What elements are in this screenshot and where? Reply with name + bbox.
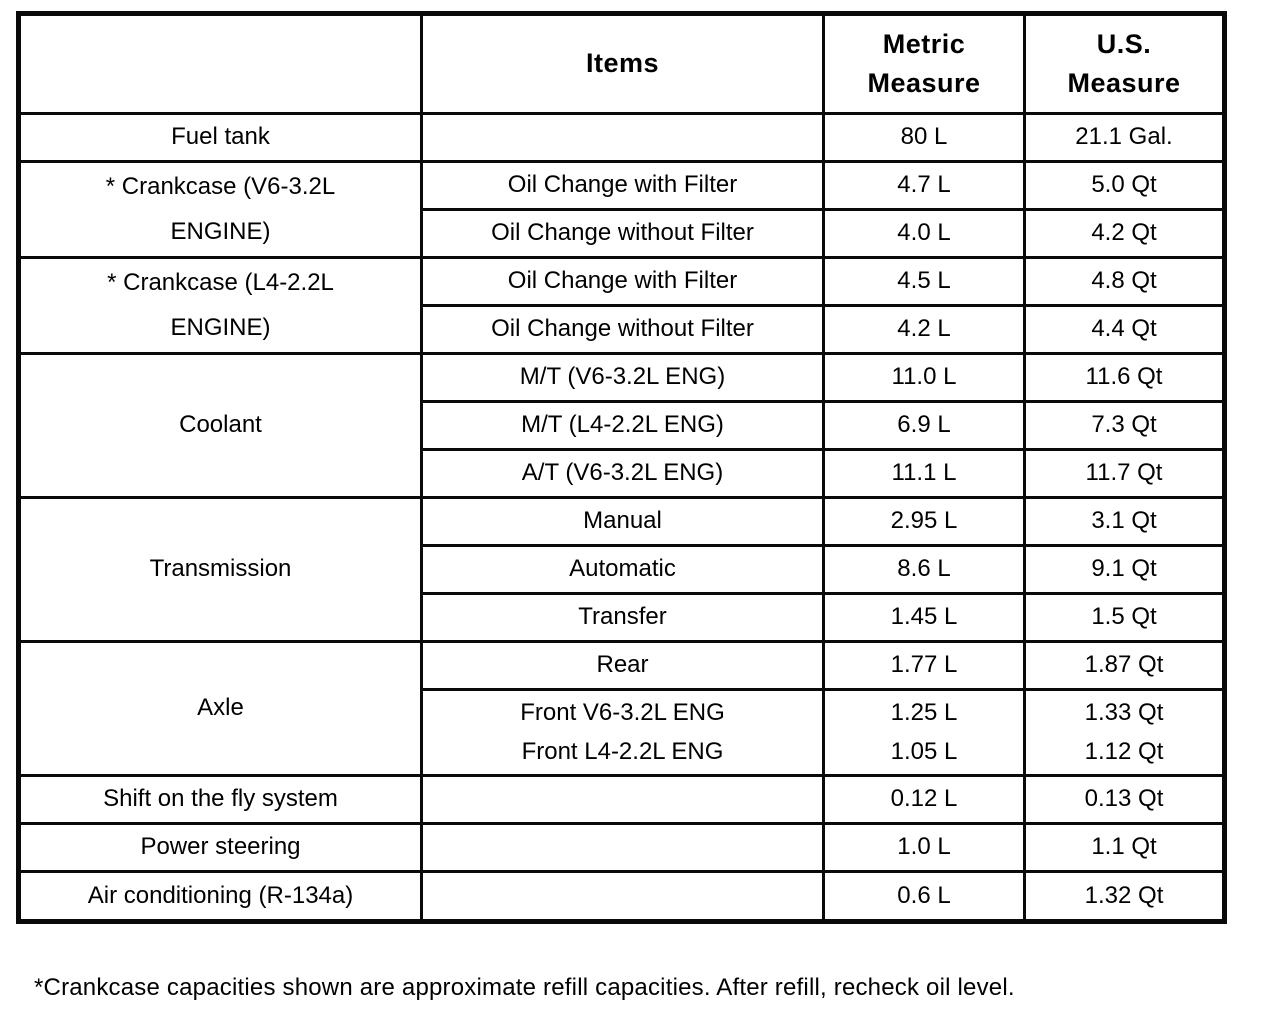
table-cell: 0.13 Qt: [1023, 774, 1226, 825]
table-cell: 1.25 L 1.05 L: [822, 688, 1026, 777]
table-row: A/T (V6-3.2L ENG) 11.1 L 11.7 Qt: [19, 448, 1226, 499]
table-cell: 2.95 L: [822, 496, 1026, 547]
table-cell: 9.1 Qt: [1023, 544, 1226, 595]
table-cell: [420, 112, 825, 163]
table-cell: Rear: [420, 640, 825, 691]
table-cell: * Crankcase (L4-2.2L ENGINE): [17, 256, 423, 355]
capacities-table: Items Metric Measure U.S. Measure Fuel t…: [16, 11, 1227, 924]
table-cell: 4.5 L: [822, 256, 1026, 307]
col-header-us-measure: U.S. Measure: [1023, 12, 1226, 115]
col-header-metric-measure: Metric Measure: [822, 12, 1026, 115]
table-cell: 4.8 Qt: [1023, 256, 1226, 307]
table-cell: 1.45 L: [822, 592, 1026, 643]
table-cell: 5.0 Qt: [1023, 160, 1226, 211]
table-cell: 0.12 L: [822, 774, 1026, 825]
table-cell: Coolant: [17, 352, 423, 499]
table-row: Front V6-3.2L ENG Front L4-2.2L ENG 1.25 …: [19, 688, 1226, 777]
table-row: Transfer 1.45 L 1.5 Qt: [19, 592, 1226, 643]
table-cell: 0.6 L: [822, 870, 1026, 923]
table-cell: 80 L: [822, 112, 1026, 163]
table-cell: 4.4 Qt: [1023, 304, 1226, 355]
table-cell: 11.6 Qt: [1023, 352, 1226, 403]
table-cell: 6.9 L: [822, 400, 1026, 451]
table-cell: 1.1 Qt: [1023, 822, 1226, 873]
table-cell: 1.5 Qt: [1023, 592, 1226, 643]
col-header-item-group: [17, 12, 423, 115]
col-header-items: Items: [420, 12, 825, 115]
table-cell: 1.87 Qt: [1023, 640, 1226, 691]
table-cell: Axle: [17, 640, 423, 777]
table-cell: 21.1 Gal.: [1023, 112, 1226, 163]
table-cell: Transfer: [420, 592, 825, 643]
table-row: Automatic 8.6 L 9.1 Qt: [19, 544, 1226, 595]
table-header-row: Items Metric Measure U.S. Measure: [17, 12, 1226, 115]
table-cell: [420, 822, 825, 873]
table-row: Power steering 1.0 L 1.1 Qt: [17, 822, 1226, 873]
table-cell: 4.2 L: [822, 304, 1026, 355]
table-cell: 11.1 L: [822, 448, 1026, 499]
table-cell: Oil Change without Filter: [420, 208, 825, 259]
table-cell: Shift on the fly system: [17, 774, 423, 825]
table-row: Axle Rear 1.77 L 1.87 Qt: [17, 640, 1226, 777]
table-cell: 8.6 L: [822, 544, 1026, 595]
table-cell: Automatic: [420, 544, 825, 595]
table-row: Air conditioning (R-134a) 0.6 L 1.32 Qt: [17, 870, 1226, 923]
table-cell: M/T (V6-3.2L ENG): [420, 352, 825, 403]
table-cell: 4.2 Qt: [1023, 208, 1226, 259]
table-cell: Front V6-3.2L ENG Front L4-2.2L ENG: [420, 688, 825, 777]
table-cell: 1.0 L: [822, 822, 1026, 873]
table-cell: Transmission: [17, 496, 423, 643]
table-cell: 4.0 L: [822, 208, 1026, 259]
table-row: Fuel tank 80 L 21.1 Gal.: [17, 112, 1226, 163]
table-cell: Fuel tank: [17, 112, 423, 163]
table-row: Transmission Manual 2.95 L 3.1 Qt: [17, 496, 1226, 643]
table-cell: * Crankcase (V6-3.2L ENGINE): [17, 160, 423, 259]
table-cell: 1.32 Qt: [1023, 870, 1226, 923]
table-cell: 11.0 L: [822, 352, 1026, 403]
table-cell: Air conditioning (R-134a): [17, 870, 423, 923]
table-cell: [420, 870, 825, 923]
table-cell: A/T (V6-3.2L ENG): [420, 448, 825, 499]
table-row: Shift on the fly system 0.12 L 0.13 Qt: [17, 774, 1226, 825]
table-cell: Oil Change with Filter: [420, 256, 825, 307]
table-cell: [420, 774, 825, 825]
table-cell: 11.7 Qt: [1023, 448, 1226, 499]
crankcase-footnote: *Crankcase capacities shown are approxim…: [34, 974, 1015, 1001]
table-cell: 7.3 Qt: [1023, 400, 1226, 451]
table-row: Oil Change without Filter 4.2 L 4.4 Qt: [19, 304, 1226, 355]
table-row: Oil Change without Filter 4.0 L 4.2 Qt: [19, 208, 1226, 259]
table-cell: 1.33 Qt 1.12 Qt: [1023, 688, 1226, 777]
table-cell: Oil Change with Filter: [420, 160, 825, 211]
table-cell: 3.1 Qt: [1023, 496, 1226, 547]
table-body: Fuel tank 80 L 21.1 Gal. * Crankcase (V6-3.…: [17, 112, 1226, 923]
table-cell: Oil Change without Filter: [420, 304, 825, 355]
table-cell: 1.77 L: [822, 640, 1026, 691]
table-cell: Power steering: [17, 822, 423, 873]
table-cell: Manual: [420, 496, 825, 547]
table-row: * Crankcase (V6-3.2L ENGINE) Oil Change w…: [17, 160, 1226, 259]
table-cell: 4.7 L: [822, 160, 1026, 211]
table-row: M/T (L4-2.2L ENG) 6.9 L 7.3 Qt: [19, 400, 1226, 451]
table-row: Coolant M/T (V6-3.2L ENG) 11.0 L 11.6 Qt: [17, 352, 1226, 499]
table-cell: M/T (L4-2.2L ENG): [420, 400, 825, 451]
table-row: * Crankcase (L4-2.2L ENGINE) Oil Change w…: [17, 256, 1226, 355]
